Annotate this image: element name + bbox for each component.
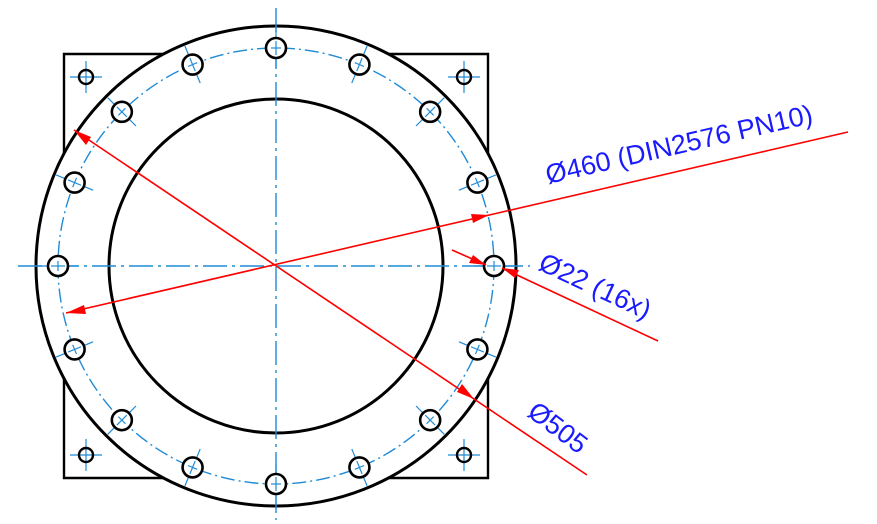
bolt-hole-group <box>38 28 514 504</box>
bolt-hole <box>348 45 371 84</box>
bolt-hole <box>264 464 288 504</box>
bolt-hole-crossline <box>356 57 363 72</box>
corner-hole-circle <box>77 68 95 86</box>
bolt-hole-crossline <box>424 414 436 426</box>
dimension-outer-arrow-lower <box>457 384 474 399</box>
dimension-pcd-line <box>65 131 849 314</box>
corner-hole <box>70 439 102 471</box>
corner-hole <box>448 61 480 93</box>
bolt-hole <box>415 97 445 127</box>
bolt-hole <box>458 171 497 194</box>
bolt-hole <box>264 28 288 68</box>
bolt-hole <box>55 171 94 194</box>
bolt-hole <box>55 338 94 361</box>
bolt-hole-crossline <box>189 460 196 475</box>
dimension-bolt-hole-line-lower <box>501 267 659 342</box>
bolt-hole-crossline <box>424 106 436 118</box>
corner-hole-circle <box>77 446 95 464</box>
bolt-hole-crossline <box>470 179 485 186</box>
dimension-bolt-hole-label: Ø22 (16x) <box>534 247 655 325</box>
dimension-outer-arrow-upper <box>74 130 91 145</box>
bolt-hole <box>181 448 204 487</box>
corner-hole-group <box>70 61 480 471</box>
corner-hole <box>70 61 102 93</box>
bolt-hole <box>107 405 137 435</box>
dimension-pcd-arrow-left <box>66 305 86 314</box>
dimension-pcd-arrow-right <box>471 214 489 223</box>
bolt-hole <box>415 405 445 435</box>
bolt-hole-crossline <box>189 57 196 72</box>
bolt-hole <box>474 254 514 278</box>
bolt-hole <box>348 448 371 487</box>
dimension-pcd-label: Ø460 (DIN2576 PN10) <box>543 99 816 190</box>
bolt-hole-crossline <box>116 414 128 426</box>
corner-hole-circle <box>455 68 473 86</box>
corner-hole-circle <box>455 446 473 464</box>
corner-hole <box>448 439 480 471</box>
bolt-hole <box>458 338 497 361</box>
bolt-hole-crossline <box>356 460 363 475</box>
bolt-hole-crossline <box>470 346 485 353</box>
dimension-outer-label: Ø505 <box>522 396 593 460</box>
dimension-outer-line <box>73 129 588 476</box>
bolt-hole <box>107 97 137 127</box>
dimension-bolt-hole-arrow-right <box>502 268 519 278</box>
bolt-hole-crossline <box>116 106 128 118</box>
bolt-hole-crossline <box>67 179 82 186</box>
bolt-hole <box>181 45 204 84</box>
bolt-hole <box>38 254 78 278</box>
bolt-hole-crossline <box>67 346 82 353</box>
dimension-bolt-hole-arrow-left <box>469 255 486 265</box>
